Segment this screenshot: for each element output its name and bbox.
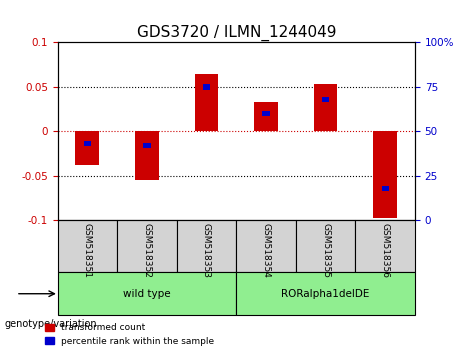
Bar (322, 97, 329, 102)
Text: GSM518354: GSM518354 (261, 223, 271, 278)
FancyBboxPatch shape (58, 272, 236, 315)
Text: genotype/variation: genotype/variation (5, 319, 97, 329)
Bar (143, 143, 150, 148)
Bar (313, 84, 337, 131)
Text: GSM518356: GSM518356 (381, 223, 390, 278)
Bar (373, 131, 397, 218)
Bar (135, 131, 159, 180)
Title: GDS3720 / ILMN_1244049: GDS3720 / ILMN_1244049 (136, 25, 336, 41)
Text: GSM518351: GSM518351 (83, 223, 92, 278)
Text: GSM518353: GSM518353 (202, 223, 211, 278)
Bar (254, 102, 278, 131)
Bar (203, 84, 210, 90)
Bar (382, 185, 389, 191)
FancyBboxPatch shape (58, 220, 117, 272)
Bar (84, 141, 91, 147)
Bar (262, 111, 270, 116)
Text: GSM518355: GSM518355 (321, 223, 330, 278)
FancyBboxPatch shape (236, 272, 415, 315)
FancyBboxPatch shape (117, 220, 177, 272)
FancyBboxPatch shape (296, 220, 355, 272)
Bar (195, 74, 219, 131)
FancyBboxPatch shape (355, 220, 415, 272)
Legend: transformed count, percentile rank within the sample: transformed count, percentile rank withi… (41, 320, 218, 349)
Text: GSM518352: GSM518352 (142, 223, 152, 278)
FancyBboxPatch shape (177, 220, 236, 272)
Text: RORalpha1delDE: RORalpha1delDE (281, 289, 370, 299)
FancyBboxPatch shape (236, 220, 296, 272)
Text: wild type: wild type (123, 289, 171, 299)
Bar (76, 131, 99, 165)
